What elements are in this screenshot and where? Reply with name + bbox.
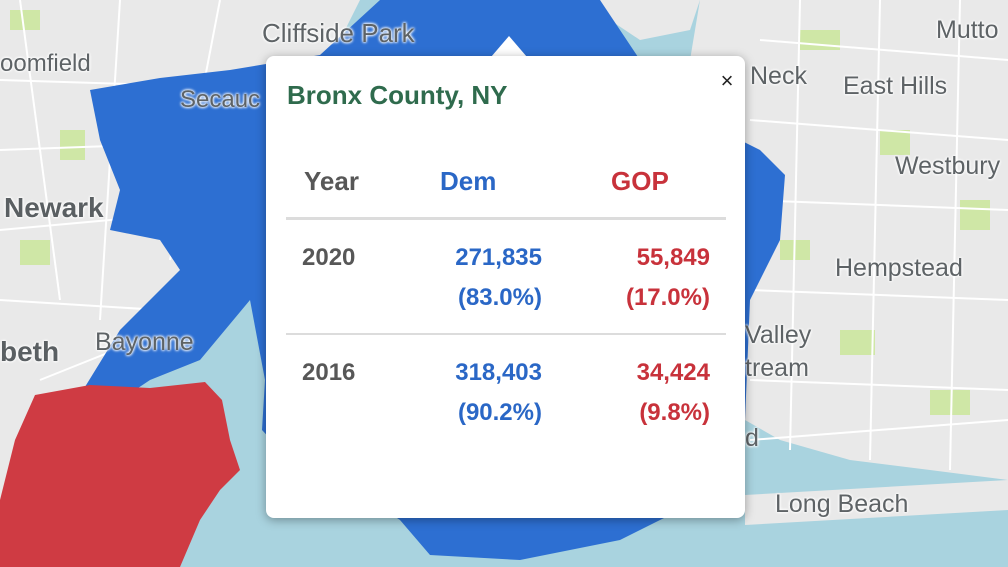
gop-votes: 34,424 bbox=[636, 359, 710, 386]
place-label: Mutto bbox=[936, 16, 999, 44]
row-divider bbox=[286, 333, 726, 335]
place-label: beth bbox=[0, 336, 60, 367]
land-long-beach bbox=[745, 480, 1008, 525]
place-label: Long Beach bbox=[775, 490, 909, 518]
row-year: 2016 bbox=[302, 359, 356, 386]
county-popup bbox=[266, 56, 745, 518]
county-gop-richmond[interactable] bbox=[0, 382, 240, 567]
dem-votes: 271,835 bbox=[455, 244, 542, 271]
place-label: tream bbox=[745, 354, 809, 382]
place-label: Neck bbox=[750, 62, 807, 90]
place-label: Secauc bbox=[180, 86, 261, 113]
dem-percent: (83.0%) bbox=[457, 284, 542, 311]
row-year: 2020 bbox=[302, 244, 356, 271]
header-dem: Dem bbox=[440, 166, 497, 196]
land-north bbox=[600, 0, 700, 40]
place-label: Valley bbox=[745, 321, 812, 349]
dem-percent: (90.2%) bbox=[457, 399, 542, 426]
close-icon[interactable]: × bbox=[720, 68, 734, 93]
gop-percent: (17.0%) bbox=[625, 284, 710, 311]
place-label: Bayonne bbox=[95, 328, 194, 356]
gop-votes: 55,849 bbox=[636, 244, 710, 271]
popup-pointer bbox=[491, 36, 527, 57]
place-label: d bbox=[745, 424, 759, 452]
place-label: Westbury bbox=[895, 152, 1001, 180]
popup-title: Bronx County, NY bbox=[287, 80, 508, 110]
place-label: Newark bbox=[4, 192, 104, 223]
header-divider bbox=[286, 217, 726, 220]
header-year: Year bbox=[304, 166, 359, 196]
place-label: oomfield bbox=[0, 50, 91, 77]
place-label: Cliffside Park bbox=[262, 18, 415, 48]
dem-votes: 318,403 bbox=[455, 359, 542, 386]
place-label: East Hills bbox=[843, 72, 948, 100]
header-gop: GOP bbox=[611, 166, 669, 196]
park-areas bbox=[10, 10, 990, 415]
place-label: Hempstead bbox=[835, 254, 963, 282]
land-long-island bbox=[690, 0, 1008, 480]
gop-percent: (9.8%) bbox=[639, 399, 710, 426]
